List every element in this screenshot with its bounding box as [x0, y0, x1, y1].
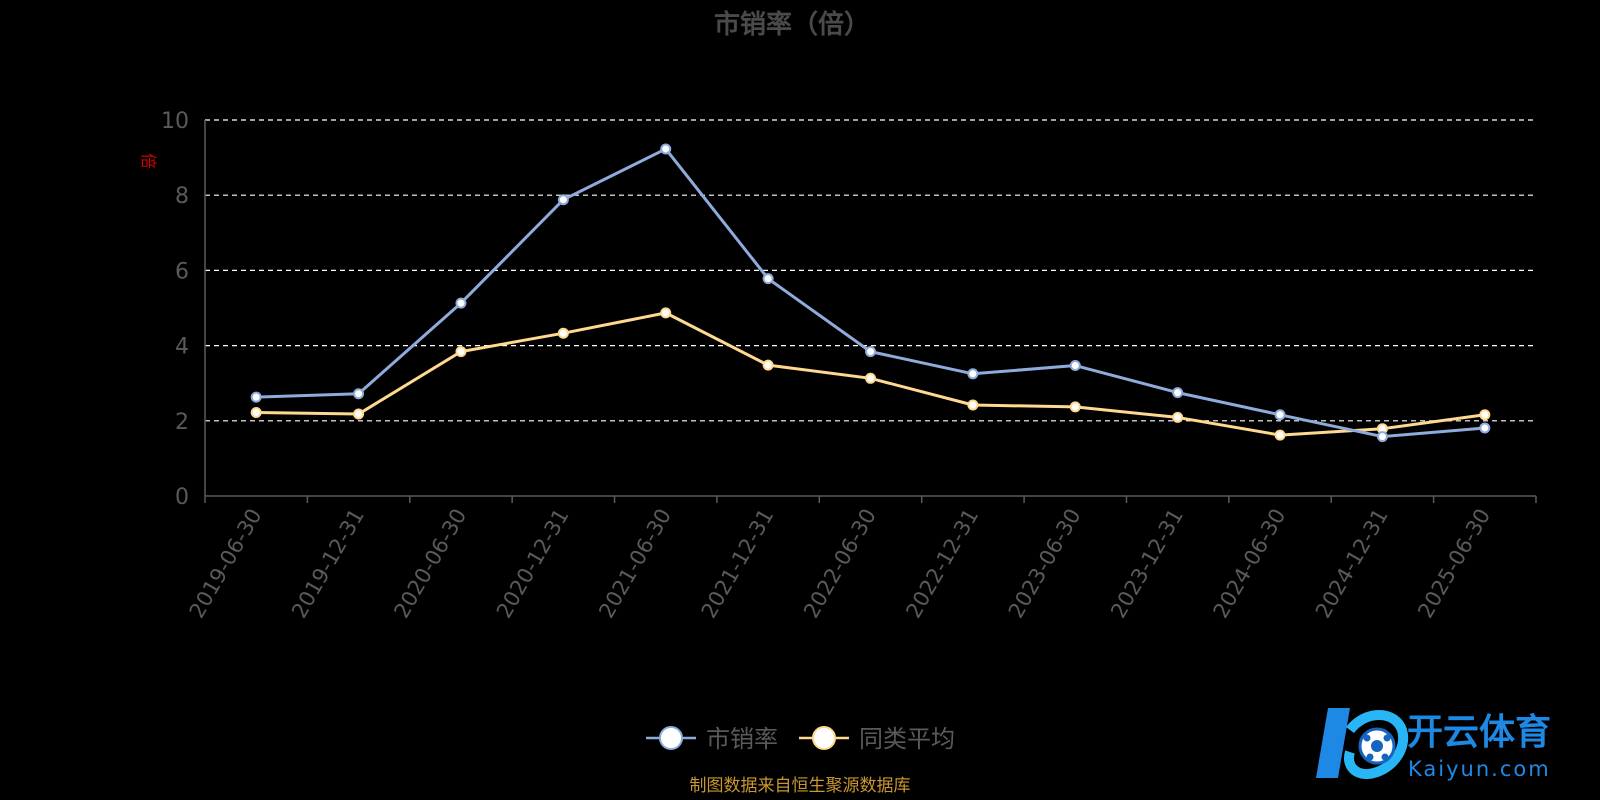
watermark-en: Kaiyun.com: [1408, 757, 1551, 781]
data-point[interactable]: [1274, 429, 1286, 441]
x-tick-label: 2023-06-30: [1004, 505, 1086, 623]
data-point[interactable]: [353, 388, 365, 400]
data-point[interactable]: [1376, 431, 1388, 443]
x-tick-label: 2025-06-30: [1413, 505, 1495, 623]
y-axis-label: 倍: [139, 153, 158, 169]
data-point[interactable]: [762, 273, 774, 285]
x-tick-label: 2020-06-30: [389, 505, 471, 623]
data-point[interactable]: [557, 194, 569, 206]
watermark-cn: 开云体育: [1407, 712, 1551, 753]
source-note: 制图数据来自恒生聚源数据库: [690, 776, 911, 796]
watermark: 开云体育 Kaiyun.com: [1316, 708, 1551, 781]
data-point[interactable]: [967, 399, 979, 411]
data-point[interactable]: [660, 143, 672, 155]
legend-item[interactable]: 同类平均: [799, 725, 955, 753]
data-point[interactable]: [353, 408, 365, 420]
data-point[interactable]: [557, 327, 569, 339]
axes: 0 2 4 6 8 10 2019-06-30 2019-12-31 2020-06-30 202…: [161, 109, 1537, 623]
data-point[interactable]: [1172, 411, 1184, 423]
data-point[interactable]: [250, 391, 262, 403]
data-point[interactable]: [967, 368, 979, 380]
x-tick-label: 2022-06-30: [799, 505, 881, 623]
legend-label: 市销率: [706, 725, 778, 753]
data-point[interactable]: [1172, 387, 1184, 399]
y-tick-label: 6: [175, 259, 189, 284]
y-tick-label: 0: [175, 485, 189, 510]
data-point[interactable]: [762, 359, 774, 371]
data-point[interactable]: [1069, 401, 1081, 413]
x-tick-label: 2024-06-30: [1209, 505, 1291, 623]
y-tick-label: 8: [175, 184, 189, 209]
data-point[interactable]: [660, 307, 672, 319]
x-tick-label: 2019-06-30: [185, 505, 267, 623]
y-tick-label: 10: [161, 109, 189, 134]
x-tick-label: 2022-12-31: [901, 505, 983, 623]
x-tick-label: 2019-12-31: [287, 505, 369, 623]
data-point[interactable]: [865, 372, 876, 384]
kaiyun-logo-icon: [1316, 708, 1409, 780]
data-point[interactable]: [865, 346, 876, 358]
series-line: [256, 147, 1485, 439]
legend-marker: [659, 726, 683, 750]
legend-marker: [812, 726, 836, 750]
chart-title: 市销率（倍）: [714, 9, 870, 40]
x-tick-label: 2020-12-31: [492, 505, 574, 623]
legend-label: 同类平均: [859, 725, 955, 753]
data-point[interactable]: [1069, 360, 1081, 372]
y-tick-label: 4: [175, 335, 189, 360]
x-tick-label: 2023-12-31: [1106, 505, 1188, 623]
x-tick-label: 2021-12-31: [697, 505, 779, 623]
data-point[interactable]: [455, 297, 467, 309]
x-tick-label: 2024-12-31: [1311, 505, 1393, 623]
y-tick-label: 2: [175, 410, 189, 435]
legend-item[interactable]: 市销率: [646, 725, 778, 753]
data-point[interactable]: [1274, 409, 1286, 421]
legend[interactable]: 市销率 同类平均: [646, 725, 955, 753]
data-point[interactable]: [250, 407, 262, 419]
data-point[interactable]: [1479, 422, 1491, 434]
data-point[interactable]: [1479, 409, 1491, 421]
data-point[interactable]: [455, 346, 467, 358]
x-tick-label: 2021-06-30: [594, 505, 676, 623]
series-layer: [250, 143, 1491, 443]
